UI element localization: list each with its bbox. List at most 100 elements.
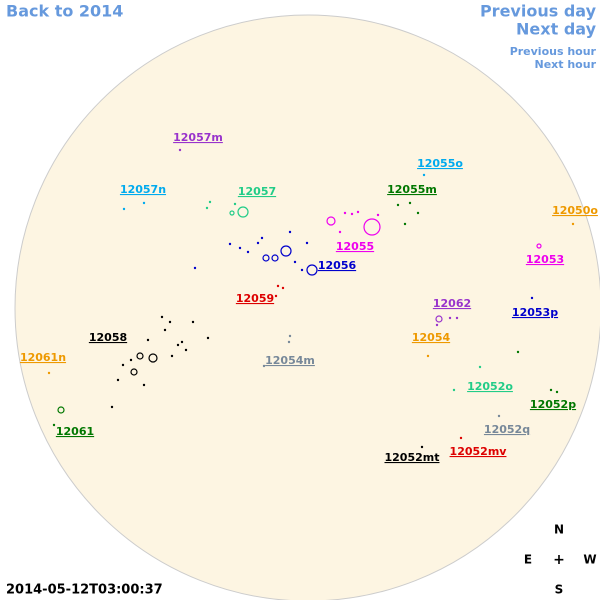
compass-south: S <box>555 583 564 597</box>
group-label[interactable]: 12052mv <box>450 445 508 458</box>
sunspot <box>148 353 158 363</box>
sunspot <box>146 338 150 342</box>
sunspot <box>170 354 174 358</box>
timestamp: 2014-05-12T03:00:37 <box>6 583 163 598</box>
group-label[interactable]: 12057m <box>173 131 223 144</box>
group-label[interactable]: 12050o <box>552 204 598 217</box>
solar-disk <box>14 14 600 600</box>
next-day-link[interactable]: Next day <box>516 20 597 39</box>
sunspot <box>184 348 188 352</box>
group-label[interactable]: 12053 <box>526 253 564 266</box>
sunspot <box>110 405 114 409</box>
compass-east: E <box>524 553 532 567</box>
group-label[interactable]: 12052p <box>530 398 576 411</box>
compass-north: N <box>554 523 564 537</box>
sunspot <box>571 222 575 226</box>
sunspot <box>516 350 520 354</box>
sunspot <box>246 250 250 254</box>
sunspot <box>206 336 210 340</box>
sunspot <box>305 241 309 245</box>
sunspot <box>130 368 138 376</box>
group-label[interactable]: 12052q <box>484 423 530 436</box>
group-label[interactable]: 12055o <box>417 157 463 170</box>
sunspot <box>229 210 235 216</box>
sunspot <box>306 264 318 276</box>
sunspot <box>122 207 126 211</box>
group-label[interactable]: 12059 <box>236 292 274 305</box>
sunspot <box>435 315 443 323</box>
sunspot <box>408 201 412 205</box>
sunspot <box>435 323 439 327</box>
sunspot <box>260 236 264 240</box>
sunspot <box>116 378 120 382</box>
group-label[interactable]: 12053p <box>512 306 558 319</box>
group-label[interactable]: 12062 <box>433 297 471 310</box>
sunspot <box>280 245 292 257</box>
sunspot <box>376 213 380 217</box>
sunspot <box>422 173 426 177</box>
sunspot <box>326 216 336 226</box>
group-label[interactable]: 12054 <box>412 331 451 344</box>
sunspot <box>363 218 381 236</box>
sunspot <box>237 206 249 218</box>
sunspot <box>448 316 452 320</box>
sunspot <box>238 246 242 250</box>
sunspot <box>350 212 354 216</box>
group-label[interactable]: 12058 <box>89 331 127 344</box>
sunspot <box>136 352 144 360</box>
sunspot <box>180 340 184 344</box>
sunspot <box>478 365 482 369</box>
sunspot <box>300 268 304 272</box>
sunspot <box>403 222 407 226</box>
sunspot <box>168 320 172 324</box>
previous-hour-link[interactable]: Previous hour <box>510 45 597 58</box>
group-label[interactable]: 12057n <box>120 183 166 196</box>
sunspot <box>420 445 424 449</box>
group-label[interactable]: 12056 <box>318 259 357 272</box>
sunspot <box>142 201 146 205</box>
sunspot <box>256 241 260 245</box>
sunspot <box>287 340 291 344</box>
next-hour-link[interactable]: Next hour <box>535 58 597 71</box>
group-label[interactable]: 12052mt <box>385 451 440 464</box>
sunspot <box>205 206 209 210</box>
sunspot <box>160 315 164 319</box>
sunspot <box>343 211 347 215</box>
group-label[interactable]: 12055 <box>336 240 374 253</box>
sunspot <box>262 364 266 368</box>
compass-west: W <box>583 553 596 567</box>
group-label[interactable]: 12061 <box>56 425 94 438</box>
sunspot <box>288 230 292 234</box>
sunspot <box>57 406 65 414</box>
group-label[interactable]: 12055m <box>387 183 437 196</box>
sunspot <box>396 203 400 207</box>
sunspot <box>555 390 559 394</box>
sunspot <box>452 388 456 392</box>
sunspot <box>142 383 146 387</box>
sunspot <box>193 266 197 270</box>
group-label[interactable]: 12061n <box>20 351 66 364</box>
sunspot <box>233 202 237 206</box>
group-label[interactable]: 12052o <box>467 380 513 393</box>
sunspot <box>208 200 212 204</box>
sunspot <box>530 296 534 300</box>
group-label[interactable]: 12054m <box>265 354 315 367</box>
sunspot <box>459 436 463 440</box>
sunspot <box>426 354 430 358</box>
sunspot <box>163 328 167 332</box>
back-link[interactable]: Back to 2014 <box>6 2 123 21</box>
previous-day-link[interactable]: Previous day <box>480 2 597 21</box>
sunspot <box>356 210 360 214</box>
sunspot <box>416 211 420 215</box>
sunspot <box>176 343 180 347</box>
sunspot <box>271 254 279 262</box>
sunspot <box>52 423 56 427</box>
compass-center: + <box>553 552 565 568</box>
sunspot <box>274 294 278 298</box>
group-label[interactable]: 12057 <box>238 185 276 198</box>
sunspot <box>129 358 133 362</box>
sunspot <box>293 260 297 264</box>
sunspot <box>288 334 292 338</box>
sunspot <box>497 414 501 418</box>
